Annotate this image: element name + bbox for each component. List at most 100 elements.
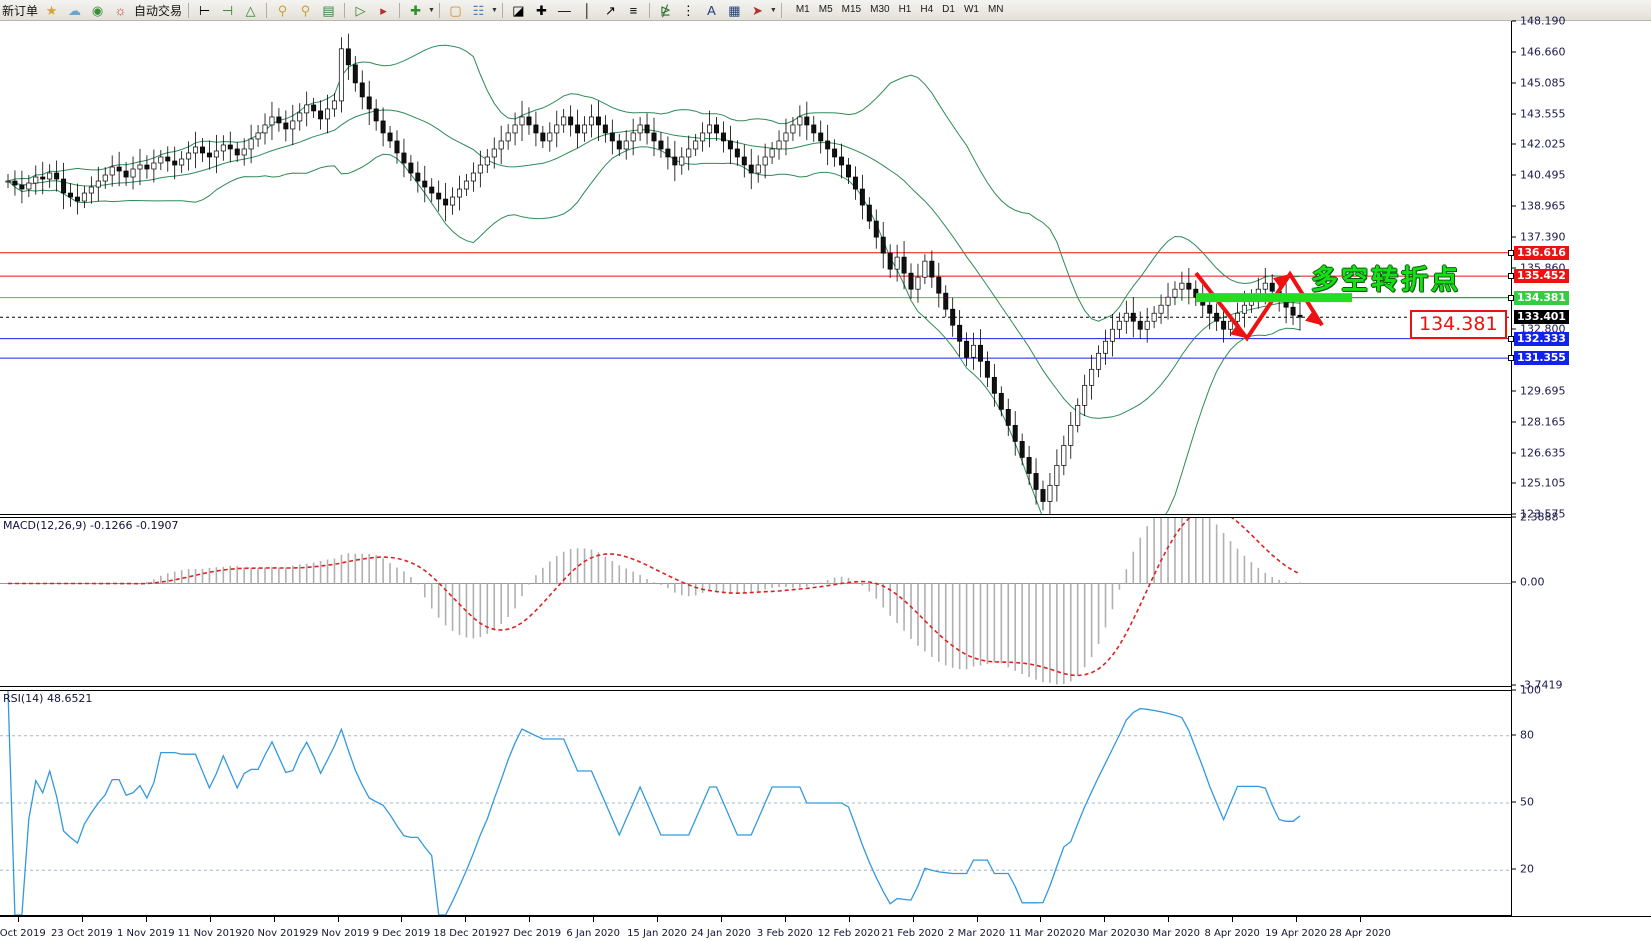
price-level-handle[interactable] [1508, 273, 1514, 280]
candle-body [832, 148, 838, 158]
period-separator-icon[interactable]: ▢ [449, 2, 462, 18]
chinese-annotation-text[interactable]: 多空转折点 [1311, 265, 1461, 296]
candle-body [345, 48, 351, 66]
trendline2-icon[interactable]: ↗ [604, 2, 616, 18]
candle-body [1269, 282, 1275, 292]
auto-trading-label[interactable]: 自动交易 [134, 3, 183, 18]
text-tool-icon[interactable]: A [707, 2, 716, 18]
cursor-icon[interactable]: ◪ [512, 2, 525, 18]
candle-body [852, 176, 858, 190]
price-level-handle[interactable] [1508, 249, 1514, 256]
date-tick-mark [273, 917, 275, 922]
candle-body [366, 96, 372, 110]
timeframe-w1[interactable]: W1 [963, 4, 979, 15]
date-tick-mark [1232, 917, 1234, 922]
price-axis-column[interactable]: 148.190 146.660 145.085 143.555 142.025 140.4… [1508, 15, 1651, 941]
autoscroll-icon[interactable]: ▷ [355, 2, 366, 18]
axis-tick-mark [1512, 267, 1516, 269]
candle-body [130, 168, 136, 178]
price-level-label-resistance[interactable]: 135.452 [1514, 269, 1569, 284]
price-level-label-pivot[interactable]: 134.381 [1514, 290, 1569, 305]
price-axis-tick-label: 143.555 [1520, 107, 1566, 121]
date-axis-tick-label: 6 Jan 2020 [566, 928, 620, 939]
price-callout-box[interactable]: 134.381 [1410, 310, 1507, 339]
arrows-icon[interactable]: ➤ [751, 2, 763, 18]
andrews-pitchfork-icon[interactable]: ⋮ [681, 2, 695, 18]
vertical-line-icon[interactable]: │ [583, 2, 592, 18]
chart-shift-icon[interactable]: ▸ [380, 2, 387, 18]
toolbar-divider [266, 2, 268, 18]
timeframe-h4[interactable]: H4 [920, 4, 934, 15]
price-axis-tick-label: 128.165 [1520, 415, 1566, 429]
price-level-handle[interactable] [1508, 355, 1514, 362]
candle-body [463, 180, 469, 190]
candle-body [630, 132, 636, 142]
price-level-label-last-price[interactable]: 133.401 [1514, 310, 1569, 325]
label-tool-icon[interactable]: ▦ [728, 2, 741, 18]
zoom-out-icon[interactable]: ⚲ [300, 2, 311, 18]
expert-advisor-icon[interactable]: ☼ [114, 2, 127, 18]
timeframe-mn[interactable]: MN [987, 4, 1004, 15]
data-window-icon[interactable]: ▤ [322, 2, 335, 18]
price-level-label-resistance[interactable]: 136.616 [1514, 245, 1569, 260]
timeframe-m1[interactable]: M1 [795, 4, 810, 15]
equidistant-channel-icon[interactable]: ≡ [629, 2, 638, 18]
signal-icon[interactable]: ◉ [91, 2, 104, 18]
date-tick-mark [657, 917, 659, 922]
rsi-axis-tick-label: 80 [1520, 728, 1534, 742]
timeframe-d1[interactable]: D1 [942, 4, 955, 15]
price-pane[interactable] [0, 21, 1511, 538]
cloud-icon[interactable]: ☁ [68, 2, 82, 18]
zigzag-drawing[interactable] [1194, 270, 1324, 342]
chevron-down-icon[interactable]: ▼ [490, 6, 498, 14]
price-level-label-support[interactable]: 132.333 [1514, 331, 1569, 346]
date-tick-mark [209, 917, 211, 922]
rsi-axis-tick-label: 100 [1520, 683, 1541, 697]
new-order-label[interactable]: 新订单 [2, 3, 39, 18]
candle-body [1116, 320, 1122, 330]
timeframe-h1[interactable]: H1 [898, 4, 912, 15]
crosshair-icon[interactable]: ✚ [535, 2, 547, 18]
template-icon[interactable]: ☷ [472, 2, 485, 18]
candle-body [443, 198, 449, 206]
stack-icon[interactable]: ★ [45, 2, 58, 18]
chevron-down-icon[interactable]: ▼ [769, 6, 777, 14]
macd-chart-svg [0, 497, 1511, 685]
price-axis-tick-label: 148.190 [1520, 14, 1566, 28]
candle-body [408, 162, 414, 174]
candle-body [206, 152, 212, 158]
candle-body [331, 100, 337, 110]
candle-body [686, 148, 692, 158]
price-level-label-support[interactable]: 131.355 [1514, 351, 1569, 366]
zoom-in-icon[interactable]: ⚲ [277, 2, 288, 18]
rsi-pane[interactable]: RSI(14) 48.6521 [0, 690, 1511, 916]
candle-body [380, 120, 386, 134]
timeframe-m30[interactable]: M30 [870, 4, 890, 15]
trendline-icon[interactable]: △ [245, 2, 256, 18]
shift-end-icon[interactable]: ⊣ [221, 2, 234, 18]
date-axis-tick-label: 3 Feb 2020 [756, 928, 813, 939]
timeframe-m5[interactable]: M5 [818, 4, 833, 15]
fibonacci-icon[interactable]: ⋭ [659, 2, 671, 18]
timeframe-m15[interactable]: M15 [841, 4, 862, 15]
rsi-line [7, 690, 1301, 916]
chevron-down-icon[interactable]: ▼ [428, 6, 435, 14]
price-level-handle[interactable] [1508, 294, 1514, 301]
horizontal-line-icon[interactable]: — [557, 2, 571, 18]
toolbar-divider [780, 2, 782, 18]
candle-body [929, 260, 935, 278]
date-tick-mark [784, 917, 786, 922]
macd-pane[interactable]: MACD(12,26,9) -0.1266 -0.1907 [0, 497, 1511, 687]
candle-body [193, 146, 199, 154]
candle-body [429, 186, 435, 194]
candle-body [804, 116, 810, 126]
price-axis-tick-label: 145.085 [1520, 76, 1566, 90]
bollinger-band-lower [7, 146, 1301, 538]
price-level-handle[interactable] [1508, 335, 1514, 342]
indicator-add-icon[interactable]: ✚ [410, 2, 421, 18]
bollinger-band-middle [7, 109, 1301, 419]
shift-start-icon[interactable]: ⊢ [198, 2, 211, 18]
axis-tick-mark [1512, 734, 1516, 736]
candle-body [1061, 445, 1067, 466]
